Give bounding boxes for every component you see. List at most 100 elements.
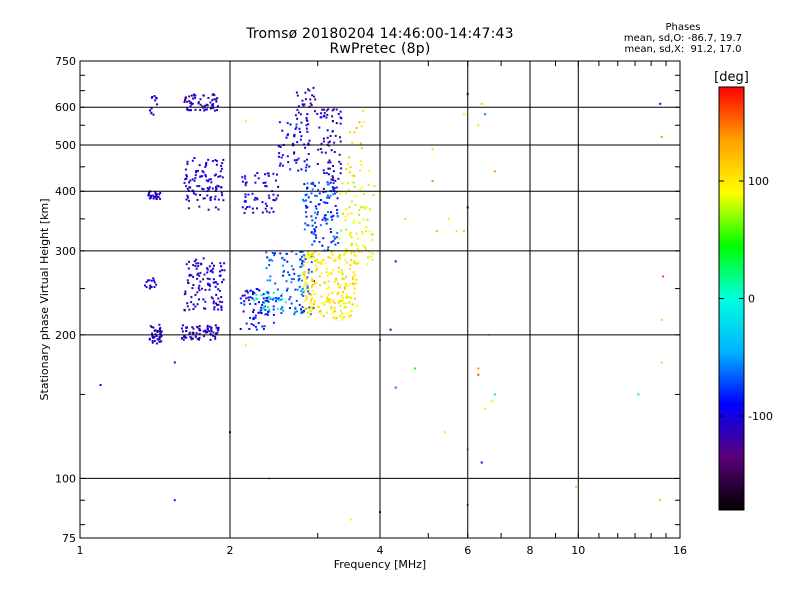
data-point bbox=[276, 194, 279, 197]
data-point bbox=[317, 253, 320, 256]
data-point bbox=[350, 212, 353, 215]
data-point bbox=[310, 257, 313, 259]
data-point bbox=[313, 228, 316, 231]
data-point bbox=[336, 292, 339, 295]
data-point bbox=[325, 172, 328, 175]
data-point bbox=[154, 196, 157, 198]
data-point bbox=[320, 272, 323, 275]
data-point bbox=[367, 256, 369, 259]
data-point bbox=[327, 183, 330, 186]
data-point bbox=[188, 333, 191, 335]
data-point bbox=[282, 271, 285, 274]
data-point bbox=[199, 109, 202, 112]
data-point bbox=[335, 190, 338, 193]
data-point bbox=[279, 145, 282, 148]
data-point bbox=[477, 124, 480, 127]
data-point bbox=[209, 178, 212, 181]
data-point bbox=[151, 340, 154, 343]
data-point bbox=[317, 305, 320, 308]
data-point bbox=[195, 267, 198, 270]
data-point bbox=[188, 308, 191, 311]
data-point bbox=[300, 135, 303, 138]
data-point bbox=[293, 159, 296, 162]
data-point bbox=[314, 205, 317, 208]
data-point bbox=[292, 268, 295, 271]
data-point bbox=[335, 122, 338, 125]
data-point bbox=[348, 171, 351, 174]
data-point bbox=[266, 296, 269, 299]
data-point bbox=[183, 101, 186, 103]
data-point bbox=[322, 237, 325, 240]
data-point bbox=[371, 259, 374, 261]
data-point bbox=[313, 240, 316, 243]
data-point bbox=[311, 283, 314, 286]
data-point bbox=[204, 288, 207, 291]
data-point bbox=[361, 206, 364, 208]
data-point bbox=[319, 224, 322, 227]
data-point bbox=[262, 181, 265, 184]
data-point bbox=[315, 195, 318, 197]
data-point bbox=[209, 270, 212, 273]
data-point bbox=[342, 291, 345, 294]
data-point bbox=[239, 297, 242, 300]
data-point bbox=[315, 226, 318, 229]
data-point bbox=[318, 310, 321, 313]
data-point bbox=[280, 156, 283, 159]
data-point bbox=[301, 250, 304, 253]
data-point bbox=[149, 286, 152, 289]
data-point bbox=[346, 312, 349, 315]
data-point bbox=[309, 301, 312, 303]
data-point bbox=[211, 262, 214, 265]
data-point bbox=[276, 307, 279, 310]
data-point bbox=[150, 285, 153, 288]
data-point bbox=[304, 281, 307, 284]
data-point bbox=[321, 244, 324, 247]
data-point bbox=[335, 316, 338, 319]
data-point bbox=[214, 324, 217, 327]
data-point bbox=[333, 141, 336, 144]
data-point bbox=[204, 300, 207, 303]
data-point bbox=[253, 198, 256, 201]
data-point bbox=[218, 275, 221, 277]
data-point bbox=[259, 309, 262, 312]
data-point bbox=[300, 290, 303, 293]
data-point bbox=[345, 275, 347, 278]
data-point bbox=[637, 393, 640, 396]
data-point bbox=[321, 108, 324, 111]
data-point bbox=[196, 337, 199, 340]
data-point bbox=[268, 197, 271, 200]
data-point bbox=[292, 278, 295, 281]
data-point bbox=[353, 260, 356, 263]
data-point bbox=[349, 231, 352, 234]
data-point bbox=[245, 297, 248, 300]
data-point bbox=[331, 311, 334, 314]
data-point bbox=[341, 317, 344, 320]
data-point bbox=[350, 309, 353, 312]
data-point bbox=[313, 282, 316, 285]
data-point bbox=[369, 255, 372, 258]
data-point bbox=[221, 269, 223, 272]
data-point bbox=[345, 168, 348, 171]
data-point bbox=[346, 295, 349, 298]
data-point bbox=[339, 172, 342, 175]
data-point bbox=[306, 276, 309, 279]
data-point bbox=[155, 96, 158, 99]
data-point bbox=[338, 153, 341, 156]
data-point bbox=[245, 322, 248, 325]
data-point bbox=[327, 167, 330, 170]
data-point bbox=[207, 283, 210, 286]
data-point bbox=[286, 122, 289, 124]
data-point bbox=[344, 306, 347, 308]
data-point bbox=[304, 258, 307, 261]
data-point bbox=[326, 136, 329, 139]
data-point bbox=[318, 181, 320, 184]
data-point bbox=[265, 204, 268, 207]
data-point bbox=[304, 194, 307, 197]
data-point bbox=[150, 111, 153, 114]
data-point bbox=[159, 332, 162, 335]
data-point bbox=[254, 181, 257, 184]
data-point bbox=[339, 257, 342, 260]
data-point bbox=[339, 110, 342, 113]
data-point bbox=[219, 170, 222, 173]
data-point bbox=[344, 215, 347, 218]
